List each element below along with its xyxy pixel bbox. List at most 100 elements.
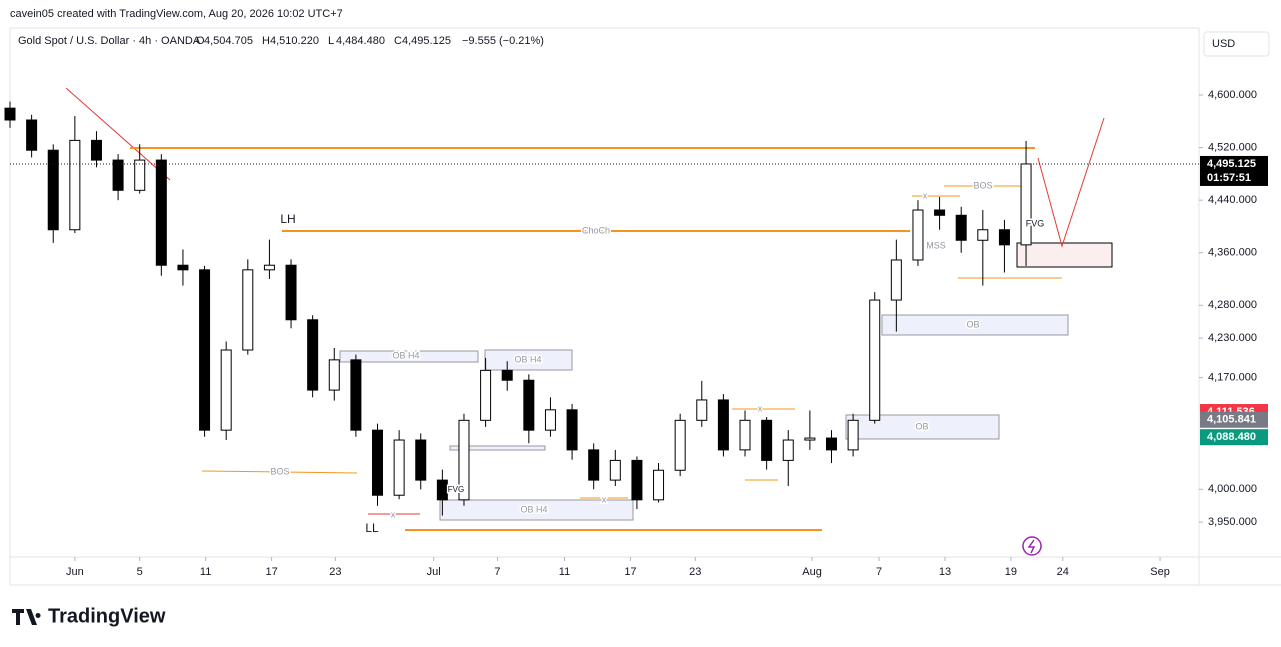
ohlc-value: 4,495.125 [402, 35, 451, 47]
x-tick-label: Aug [802, 566, 822, 578]
currency-box[interactable] [1203, 31, 1270, 57]
candle-body [285, 264, 297, 321]
y-tick-label: 4,520.000 [1208, 142, 1257, 154]
candles [4, 101, 1032, 516]
candle-body [134, 159, 146, 191]
ohlc-value: 4,484.480 [336, 35, 385, 47]
annotation: OB H4 [392, 350, 419, 360]
candle-body [912, 209, 924, 261]
annotation: BOS [973, 180, 992, 190]
x-tick-label: 11 [200, 566, 211, 578]
ohlc-change: −9.555 (−0.21%) [462, 35, 544, 47]
candle-body [696, 399, 708, 421]
candle-body [69, 139, 81, 231]
candle-body [26, 119, 38, 151]
y-tick-label: 4,440.000 [1208, 194, 1257, 206]
candle-body [501, 369, 513, 381]
candle-body [263, 264, 275, 271]
ohlc-value: 4,504.705 [204, 35, 253, 47]
candle-body [847, 419, 859, 451]
candle-body [458, 419, 470, 501]
candle-body [90, 139, 102, 161]
drawings [65, 87, 1113, 556]
annotation: LL [365, 521, 379, 535]
annotation: FVG [1026, 218, 1045, 228]
y-tick-label: 4,230.000 [1208, 332, 1257, 344]
x-tick-label: 19 [1005, 566, 1017, 578]
price-label-box [1200, 429, 1268, 446]
last-price-box [1200, 155, 1268, 186]
x-tick-label: 23 [329, 566, 341, 578]
annotation: FVG [448, 485, 464, 494]
candle-body [869, 299, 881, 421]
candle-body [242, 269, 254, 351]
annotation: OB [966, 319, 979, 329]
y-tick-label: 4,280.000 [1208, 299, 1257, 311]
annotation: OB H4 [520, 504, 547, 514]
candle-body [4, 107, 16, 121]
annotation: x [923, 190, 928, 200]
candle-body [155, 159, 167, 266]
candle-body [436, 479, 448, 501]
annotation: BOS [270, 466, 289, 476]
x-tick-label: 17 [624, 566, 636, 578]
candle-body [739, 419, 751, 451]
candle-body [998, 229, 1010, 246]
annotations: LH LL ChoCh BOS BOS OB H4 OB H4 OB H4 OB OB FVG FVG… [269, 179, 1046, 537]
candle-body [307, 319, 319, 391]
y-tick-label: 4,360.000 [1208, 247, 1257, 259]
x-tick-label: Sep [1150, 566, 1170, 578]
ohlc-label: H [262, 35, 270, 47]
x-tick-label: 11 [559, 566, 570, 578]
candle-body [199, 269, 211, 431]
annotation: ChoCh [582, 225, 610, 235]
x-tick-label: Jun [66, 566, 84, 578]
annotation: OB H4 [514, 354, 541, 364]
candle-body [761, 419, 773, 461]
candle-body [47, 149, 59, 231]
candle-body [717, 399, 729, 451]
price-label: 4,105.841 [1207, 414, 1256, 426]
price-label: 4,088.480 [1207, 431, 1256, 443]
annotation: OB [915, 421, 928, 431]
annotation: MSS [926, 240, 946, 250]
candle-body [631, 459, 643, 501]
candle-body [1020, 163, 1032, 246]
y-tick-label: 4,000.000 [1208, 483, 1257, 495]
candle-body [890, 259, 902, 301]
candle-body [588, 449, 600, 481]
candle-body [977, 229, 989, 241]
x-tick-label: 5 [137, 566, 143, 578]
candle-body [112, 159, 124, 191]
candle-body [220, 349, 232, 431]
candle-body [566, 409, 578, 451]
x-tick-label: 24 [1057, 566, 1069, 578]
ohlc-label: O [196, 35, 205, 47]
symbol-title: Gold Spot / U.S. Dollar · 4h · OANDA [18, 35, 201, 47]
logo: TradingView [48, 605, 166, 627]
x-tick-label: 13 [939, 566, 951, 578]
x-tick-label: 23 [689, 566, 701, 578]
candle-body [328, 359, 340, 391]
attribution: cavein05 created with TradingView.com, A… [10, 8, 343, 20]
x-tick-label: 7 [494, 566, 500, 578]
candle-body [825, 437, 837, 451]
logo-mark [12, 609, 41, 625]
candle-body [804, 437, 816, 441]
y-tick-label: 3,950.000 [1208, 516, 1257, 528]
last-price-label: 4,495.125 [1207, 158, 1256, 170]
x-tick-label: 17 [265, 566, 277, 578]
annotation: x [391, 509, 396, 519]
candle-body [782, 439, 794, 461]
annotation: x [758, 403, 763, 413]
ohlc-label: C [394, 35, 402, 47]
candle-body [523, 379, 535, 431]
candle-body [955, 214, 967, 241]
ohlc-label: L [328, 35, 334, 47]
y-tick-label: 4,600.000 [1208, 89, 1257, 101]
currency[interactable]: USD [1212, 38, 1235, 50]
candle-body [934, 209, 946, 216]
candle-body [372, 429, 384, 496]
